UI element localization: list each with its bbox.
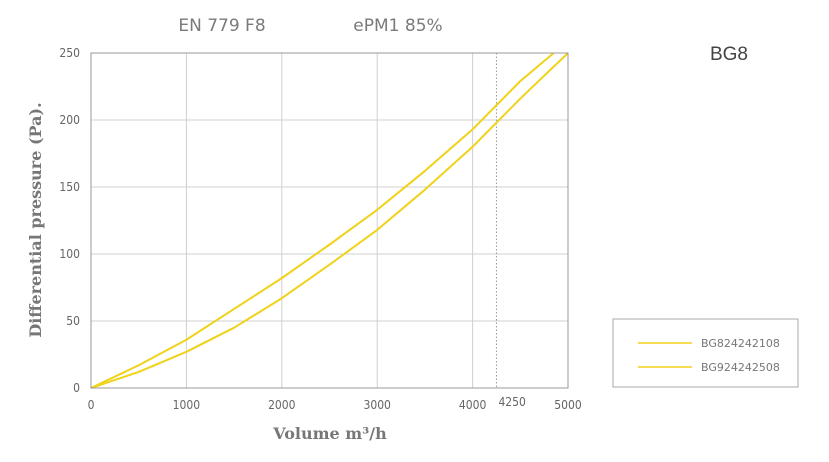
y-axis-label: Differential pressure (Pa). bbox=[26, 102, 45, 337]
x-tick-label: 0 bbox=[88, 398, 95, 412]
x-tick-label: 4000 bbox=[459, 398, 487, 412]
legend-box bbox=[612, 318, 799, 388]
y-tick-label: 200 bbox=[59, 113, 80, 127]
x-tick-label: 5000 bbox=[554, 398, 582, 412]
legend-label: BG924242508 bbox=[701, 361, 780, 374]
standard-label: EN 779 F8 bbox=[178, 16, 265, 36]
y-tick-label: 50 bbox=[66, 314, 80, 328]
filter-class-label: ePM1 85% bbox=[353, 16, 442, 36]
x-tick-label: 1000 bbox=[173, 398, 201, 412]
x-tick-labels: 0 1000 2000 3000 4000 5000 bbox=[88, 398, 582, 412]
y-tick-label: 150 bbox=[59, 180, 80, 194]
y-tick-label: 250 bbox=[59, 46, 80, 60]
series-line bbox=[90, 52, 555, 389]
grid bbox=[91, 53, 568, 388]
y-tick-labels: 0 50 100 150 200 250 bbox=[59, 46, 80, 395]
x-tick-label: 2000 bbox=[268, 398, 296, 412]
legend: BG824242108 BG924242508 bbox=[612, 318, 799, 388]
series-line bbox=[90, 52, 569, 389]
reference-line-label: 4250 bbox=[498, 395, 526, 409]
series-group bbox=[90, 52, 569, 389]
x-tick-label: 3000 bbox=[363, 398, 391, 412]
plot-frame bbox=[90, 52, 569, 389]
y-tick-label: 0 bbox=[73, 381, 80, 395]
legend-label: BG824242108 bbox=[701, 337, 780, 350]
y-tick-label: 100 bbox=[59, 247, 80, 261]
x-axis-label: Volume m³/h bbox=[272, 424, 387, 443]
model-label: BG8 bbox=[710, 44, 748, 65]
